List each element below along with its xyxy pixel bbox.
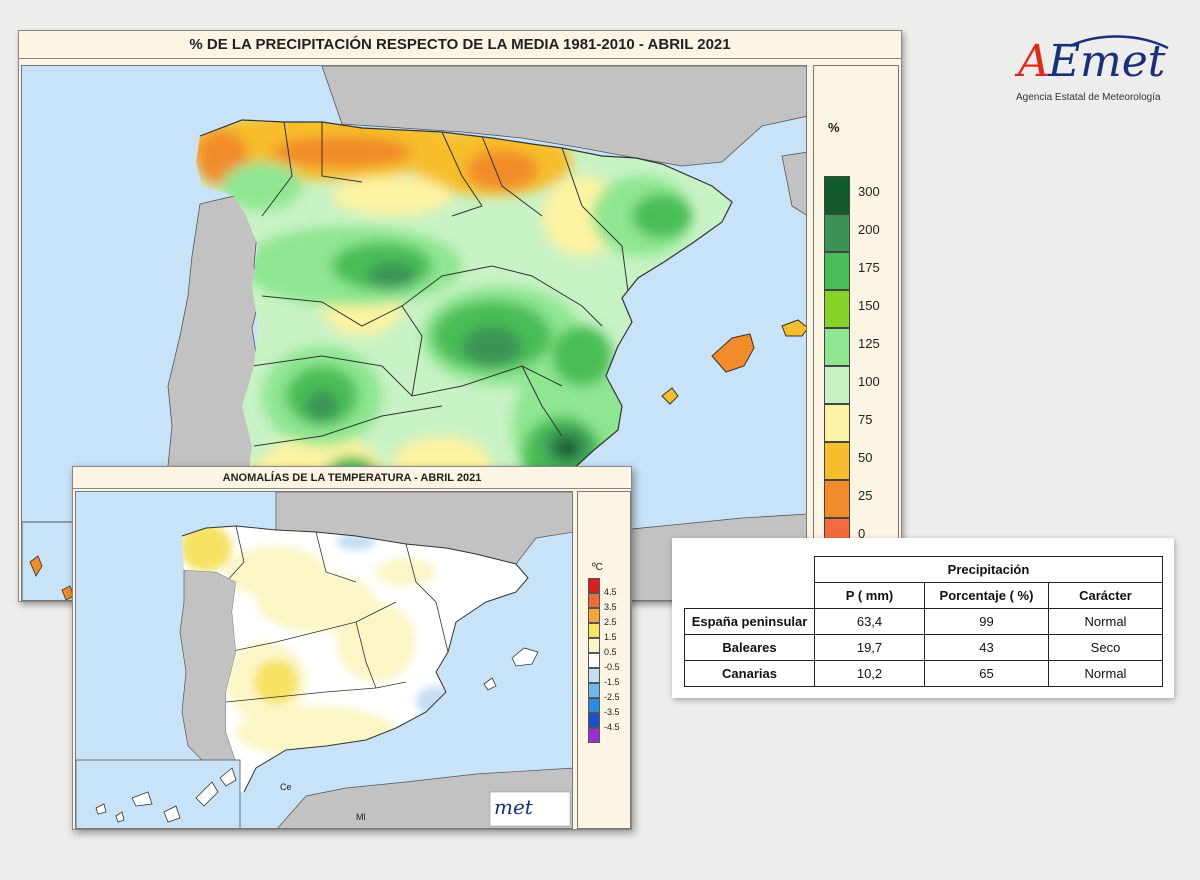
row-pct: 43 — [924, 634, 1049, 661]
table-corner-cell — [685, 583, 815, 609]
legend-tick-label: 100 — [858, 374, 880, 389]
temperature-legend-tick-label: -0.5 — [604, 662, 620, 672]
legend-tick-label: 300 — [858, 184, 880, 199]
temperature-legend-swatch — [588, 698, 600, 713]
row-pct: 65 — [924, 660, 1049, 687]
temperature-map-logo: met — [489, 791, 571, 827]
logo-letter-a: A — [1018, 36, 1050, 87]
legend-tick-label: 25 — [858, 488, 873, 503]
temperature-legend-tick-label: 3.5 — [604, 602, 617, 612]
aemet-logo: A E met Agencia Estatal de Meteorología — [1010, 30, 1180, 110]
row-p: 63,4 — [814, 608, 925, 635]
legend-swatch — [824, 176, 850, 214]
column-header-caracter: Carácter — [1048, 582, 1163, 609]
column-header-porcentaje: Porcentaje ( %) — [924, 582, 1049, 609]
precipitation-map-title: % DE LA PRECIPITACIÓN RESPECTO DE LA MED… — [19, 31, 901, 59]
temperature-legend-tick-label: -3.5 — [604, 707, 620, 717]
row-caracter: Normal — [1048, 660, 1163, 687]
temperature-map-logo-text: met — [494, 795, 534, 819]
legend-swatch — [824, 290, 850, 328]
table-group-header-row: Precipitación — [685, 556, 1163, 583]
temperature-legend-tick-label: 1.5 — [604, 632, 617, 642]
row-region: España peninsular — [684, 608, 815, 635]
legend-tick-label: 175 — [858, 260, 880, 275]
temperature-legend: ºC 4.5 3.5 2.5 1.5 0.5 -0.5 -1.5 -2.5 -3.5 -4.5 — [577, 491, 631, 829]
temperature-legend-tick-label: 0.5 — [604, 647, 617, 657]
row-region: Canarias — [684, 660, 815, 687]
aemet-logo-swoosh-icon — [1069, 35, 1169, 50]
temperature-legend-swatch — [588, 608, 600, 623]
temperature-legend-swatch — [588, 713, 600, 728]
legend-tick-label: 50 — [858, 450, 873, 465]
legend-tick-label: 0 — [858, 526, 866, 541]
legend-swatch — [824, 328, 850, 366]
legend-swatch — [824, 366, 850, 404]
logo-subtitle: Agencia Estatal de Meteorología — [1016, 92, 1161, 103]
row-pct: 99 — [924, 608, 1049, 635]
table-column-header-row: P ( mm) Porcentaje ( %) Carácter — [685, 582, 1163, 609]
precipitation-legend: % 300 200 175 150 125 100 75 50 25 0 — [813, 65, 899, 601]
row-caracter: Normal — [1048, 608, 1163, 635]
row-p: 19,7 — [814, 634, 925, 661]
legend-swatch — [824, 214, 850, 252]
legend-swatch — [824, 480, 850, 518]
temperature-legend-swatch — [588, 638, 600, 653]
temperature-legend-unit: ºC — [592, 562, 603, 573]
temperature-legend-swatch — [588, 728, 600, 743]
temperature-map: Ce Ml met — [75, 491, 573, 829]
column-header-p: P ( mm) — [814, 582, 925, 609]
logo-letter-e: E — [1048, 36, 1081, 87]
legend-tick-label: 75 — [858, 412, 873, 427]
temperature-map-panel: ANOMALÍAS DE LA TEMPERATURA - ABRIL 2021 — [72, 466, 632, 830]
precipitation-table: Precipitación P ( mm) Porcentaje ( %) Ca… — [684, 556, 1163, 687]
table-row: Canarias 10,2 65 Normal — [684, 660, 1163, 687]
temperature-legend-tick-label: 4.5 — [604, 587, 617, 597]
table-group-header: Precipitación — [814, 556, 1163, 583]
temperature-legend-swatch — [588, 683, 600, 698]
precipitation-table-panel: Precipitación P ( mm) Porcentaje ( %) Ca… — [672, 538, 1174, 698]
temperature-legend-tick-label: 2.5 — [604, 617, 617, 627]
legend-tick-label: 200 — [858, 222, 880, 237]
temperature-map-svg: Ce Ml met — [76, 492, 572, 828]
melilla-label: Ml — [356, 812, 366, 822]
logo-word-met: met — [1080, 36, 1166, 87]
temperature-legend-swatch — [588, 668, 600, 683]
legend-swatch — [824, 442, 850, 480]
legend-tick-label: 150 — [858, 298, 880, 313]
table-row: España peninsular 63,4 99 Normal — [684, 608, 1163, 635]
ceuta-label: Ce — [280, 782, 292, 792]
row-p: 10,2 — [814, 660, 925, 687]
table-row: Baleares 19,7 43 Seco — [684, 634, 1163, 661]
row-caracter: Seco — [1048, 634, 1163, 661]
legend-unit: % — [828, 120, 840, 135]
table-corner-cell — [685, 557, 815, 583]
temperature-legend-swatch — [588, 623, 600, 638]
legend-tick-label: 125 — [858, 336, 880, 351]
legend-swatch — [824, 252, 850, 290]
legend-swatch — [824, 404, 850, 442]
temperature-legend-tick-label: -1.5 — [604, 677, 620, 687]
temperature-map-title: ANOMALÍAS DE LA TEMPERATURA - ABRIL 2021 — [73, 467, 631, 489]
temperature-legend-swatch — [588, 593, 600, 608]
temperature-legend-tick-label: -2.5 — [604, 692, 620, 702]
row-region: Baleares — [684, 634, 815, 661]
temperature-legend-swatch — [588, 653, 600, 668]
temperature-legend-tick-label: -4.5 — [604, 722, 620, 732]
temperature-legend-swatch — [588, 578, 600, 593]
